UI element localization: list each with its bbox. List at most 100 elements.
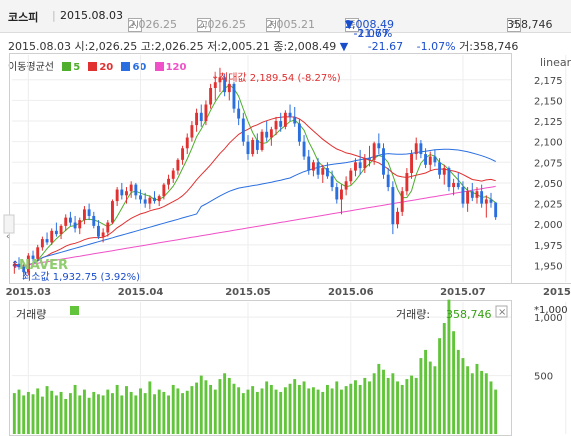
- candle-body: [68, 217, 72, 223]
- ma120-line: [14, 185, 496, 268]
- volume-bar: [400, 384, 404, 434]
- volume-bar: [274, 389, 278, 434]
- ma60-label[interactable]: 60: [132, 62, 147, 73]
- high-icon: 고: [197, 18, 211, 32]
- scroll-left-icon[interactable]: ‹: [6, 232, 10, 242]
- volume-bar: [461, 358, 465, 434]
- candle-body: [185, 137, 189, 149]
- candle-body: [101, 232, 105, 237]
- candle-body: [484, 199, 488, 204]
- volume-bar: [405, 379, 409, 434]
- volume-bar: [87, 397, 91, 434]
- volume-bar: [349, 383, 353, 434]
- volume-bar: [176, 388, 180, 434]
- volume-bar: [171, 384, 175, 434]
- price-tick-label: 2,000: [534, 220, 563, 231]
- candle-body: [129, 184, 133, 192]
- volume-close-button[interactable]: [495, 305, 508, 318]
- candle-body: [251, 140, 255, 155]
- volume-bar: [92, 391, 96, 434]
- volume-bar: [335, 381, 339, 434]
- ma20-label[interactable]: 20: [99, 62, 114, 73]
- candle-body: [134, 184, 138, 196]
- volume-bar: [368, 381, 371, 434]
- volume-bar: [218, 379, 222, 434]
- volume-bar: [307, 388, 311, 434]
- date-tick-label: 2015.05: [225, 287, 271, 298]
- volume-bar: [101, 395, 105, 434]
- candle-body: [241, 118, 245, 142]
- candle-body: [358, 162, 362, 169]
- info-change-pct: -1.07%: [416, 40, 456, 53]
- candle-body: [316, 162, 320, 175]
- candle-body: [424, 154, 428, 165]
- ma120-label[interactable]: 120: [165, 62, 187, 73]
- candle-body: [279, 121, 283, 127]
- volume-unit: *1,000: [534, 305, 568, 316]
- volume-bar: [484, 373, 488, 434]
- candle-body: [349, 170, 353, 182]
- volume-bar: [68, 393, 72, 434]
- volume-bar: [438, 338, 442, 434]
- candle-body: [447, 168, 451, 188]
- volume-bar: [54, 395, 58, 434]
- volume-bar: [181, 393, 185, 434]
- candle-body: [461, 187, 465, 204]
- candle-body: [153, 197, 156, 202]
- candle-body: [372, 143, 376, 160]
- candle-body: [87, 209, 91, 216]
- candle-body: [368, 158, 371, 160]
- volume-bar: [396, 381, 399, 434]
- candle-body: [176, 159, 180, 171]
- volume-tick-label: 1,000: [534, 313, 563, 324]
- candle-body: [494, 202, 498, 218]
- candle-body: [237, 108, 241, 119]
- candle-body: [265, 131, 269, 138]
- candle-body: [428, 156, 432, 165]
- volume-bar: [293, 379, 297, 434]
- candle-body: [400, 191, 404, 212]
- scroll-handle[interactable]: [3, 214, 15, 234]
- volume-bar: [452, 331, 456, 434]
- price-tick-label: 2,175: [534, 76, 563, 87]
- ma5-label[interactable]: 5: [73, 62, 81, 73]
- volume-bar: [470, 373, 474, 434]
- candle-body: [442, 168, 446, 175]
- volume-bar: [199, 375, 203, 434]
- volume-bar: [480, 370, 484, 434]
- separator: |: [52, 9, 56, 22]
- volume-bar: [428, 361, 432, 434]
- candle-body: [26, 255, 30, 273]
- volume-bar: [82, 389, 86, 434]
- volume-bar: [73, 384, 77, 434]
- date-tick-label: 2015.03: [6, 287, 52, 298]
- volume-bar: [372, 373, 376, 434]
- volume-bar: [106, 389, 110, 434]
- volume-bar: [489, 381, 493, 434]
- volume-bar: [232, 383, 236, 434]
- candle-body: [199, 112, 203, 122]
- volume-bar: [302, 381, 306, 434]
- volume-swatch: [70, 306, 79, 315]
- candle-body: [438, 162, 442, 175]
- volume-bar: [213, 389, 217, 434]
- candle-body: [466, 191, 470, 204]
- candle-body: [470, 191, 474, 198]
- candle-body: [330, 176, 334, 188]
- volume-bar: [36, 388, 40, 434]
- volume-bar: [139, 388, 142, 434]
- candle-body: [297, 123, 301, 142]
- volume-bar: [185, 390, 189, 434]
- volume-bar: [311, 387, 315, 434]
- candle-body: [293, 116, 297, 124]
- info-change: -21.67: [367, 40, 404, 53]
- volume-bar: [40, 396, 44, 434]
- scale-type-label[interactable]: linear: [540, 56, 571, 69]
- volume-bar: [190, 386, 194, 434]
- candle-body: [480, 191, 484, 204]
- price-tick-label: 2,150: [534, 96, 563, 107]
- candle-body: [363, 158, 367, 169]
- close-icon[interactable]: ×: [498, 307, 506, 318]
- volume-bar: [363, 377, 367, 434]
